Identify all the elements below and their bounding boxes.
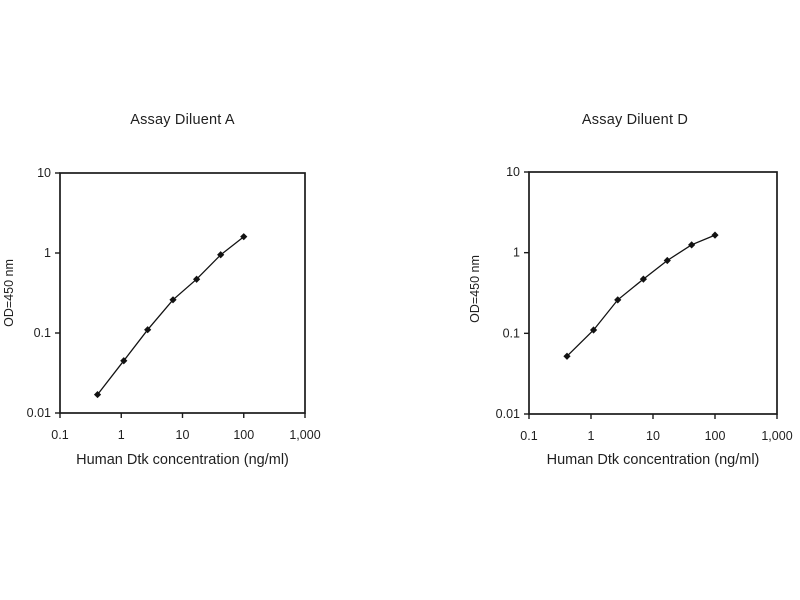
x-tick-label: 1 <box>588 429 595 443</box>
x-axis-label: Human Dtk concentration (ng/ml) <box>546 452 760 468</box>
y-tick-label: 10 <box>506 165 520 179</box>
x-tick-label: 1,000 <box>289 428 320 442</box>
x-tick-label: 1 <box>118 428 125 442</box>
data-point-marker <box>711 231 719 239</box>
data-point-marker <box>240 233 248 241</box>
plot-frame <box>59 172 306 414</box>
data-point-marker <box>589 326 598 334</box>
y-tick-label: 10 <box>37 166 51 180</box>
y-tick-label: 0.1 <box>503 326 520 340</box>
data-point-marker <box>93 390 102 399</box>
x-tick-label: 1,000 <box>761 429 792 443</box>
x-tick-label: 0.1 <box>51 428 68 442</box>
chart-assay-diluent-d: Assay Diluent D OD=450 nm 0.1 1 10 100 1,000… <box>450 100 800 500</box>
y-tick-label: 0.01 <box>27 406 51 420</box>
y-tick-label: 1 <box>44 246 51 260</box>
x-tick-label: 100 <box>233 428 254 442</box>
curve-line <box>96 236 245 395</box>
x-axis-label: Human Dtk concentration (ng/ml) <box>76 452 289 468</box>
data-point-marker <box>688 241 696 249</box>
chart-assay-diluent-a: Assay Diluent A OD=450 nm 0.1 1 10 100 1,000… <box>0 100 400 500</box>
y-tick-label: 1 <box>513 246 520 260</box>
x-tick-label: 0.1 <box>520 429 537 443</box>
x-tick-label: 100 <box>705 429 726 443</box>
data-point-marker <box>169 296 177 304</box>
chart-title: Assay Diluent D <box>581 112 689 128</box>
x-tick-label: 10 <box>646 429 660 443</box>
y-tick-label: 0.01 <box>496 407 520 421</box>
y-tick-label: 0.1 <box>34 326 51 340</box>
chart-title: Assay Diluent A <box>130 112 235 128</box>
data-point-marker <box>663 256 671 265</box>
x-tick-label: 10 <box>176 428 190 442</box>
data-point-marker <box>144 326 152 334</box>
plot-frame <box>528 171 778 415</box>
curve-line <box>566 234 716 357</box>
